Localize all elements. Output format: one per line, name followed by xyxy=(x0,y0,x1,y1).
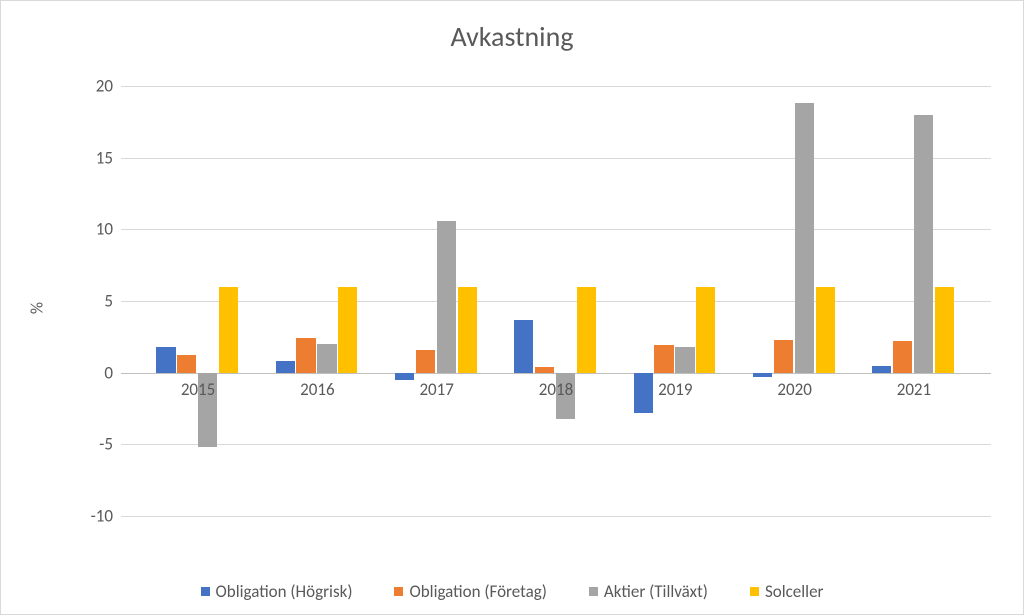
gridline xyxy=(121,229,991,230)
bar xyxy=(458,287,477,373)
bar xyxy=(514,320,533,373)
bar xyxy=(296,338,315,372)
bar xyxy=(577,287,596,373)
legend-item: Obligation (Högrisk) xyxy=(201,581,353,602)
bar xyxy=(156,347,175,373)
x-tick-label: 2019 xyxy=(658,379,692,400)
gridline xyxy=(121,301,991,302)
legend-label: Solceller xyxy=(765,581,824,602)
y-tick-label: 10 xyxy=(96,219,113,240)
bar xyxy=(654,345,673,372)
y-axis-title: % xyxy=(27,301,48,313)
bar xyxy=(338,287,357,373)
legend-item: Obligation (Företag) xyxy=(394,581,546,602)
legend-item: Solceller xyxy=(750,581,824,602)
bar xyxy=(219,287,238,373)
y-tick-label: -5 xyxy=(99,434,113,455)
x-tick-label: 2017 xyxy=(419,379,453,400)
bar xyxy=(893,341,912,373)
legend-swatch xyxy=(394,587,403,596)
bar xyxy=(675,347,694,373)
bar xyxy=(795,103,814,372)
legend-swatch xyxy=(201,587,210,596)
legend-swatch xyxy=(750,587,759,596)
legend: Obligation (Högrisk) Obligation (Företag)… xyxy=(1,581,1023,602)
legend-label: Aktier (Tillväxt) xyxy=(604,581,708,602)
bar xyxy=(437,221,456,373)
legend-item: Aktier (Tillväxt) xyxy=(589,581,708,602)
y-tick-label: 5 xyxy=(104,291,113,312)
x-tick-label: 2016 xyxy=(300,379,334,400)
bar xyxy=(816,287,835,373)
legend-label: Obligation (Högrisk) xyxy=(216,581,353,602)
plot-area: -10-505101520201520162017201820192020202… xyxy=(121,86,991,516)
x-tick-label: 2015 xyxy=(181,379,215,400)
y-tick-label: -10 xyxy=(91,506,113,527)
bar xyxy=(416,350,435,373)
chart-frame: Avkastning % -10 -5 0 5 10 15 20 2015 2016 2017 20… xyxy=(0,0,1024,615)
bar xyxy=(535,367,554,373)
x-tick-label: 2020 xyxy=(777,379,811,400)
bar xyxy=(634,373,653,413)
bar xyxy=(276,361,295,372)
legend-label: Obligation (Företag) xyxy=(409,581,546,602)
bar xyxy=(317,344,336,373)
y-tick-label: 0 xyxy=(104,362,113,383)
bar xyxy=(872,366,891,373)
legend-swatch xyxy=(589,587,598,596)
chart-title: Avkastning xyxy=(1,19,1023,54)
bar xyxy=(935,287,954,373)
bar xyxy=(696,287,715,373)
x-tick-label: 2021 xyxy=(897,379,931,400)
gridline xyxy=(121,158,991,159)
y-tick-label: 15 xyxy=(96,147,113,168)
bar xyxy=(395,373,414,380)
gridline xyxy=(121,86,991,87)
gridline xyxy=(121,444,991,445)
bar xyxy=(914,115,933,373)
gridline xyxy=(121,516,991,517)
bar xyxy=(753,373,772,377)
y-tick-label: 20 xyxy=(96,76,113,97)
bar xyxy=(774,340,793,373)
x-tick-label: 2018 xyxy=(539,379,573,400)
bar xyxy=(177,355,196,372)
